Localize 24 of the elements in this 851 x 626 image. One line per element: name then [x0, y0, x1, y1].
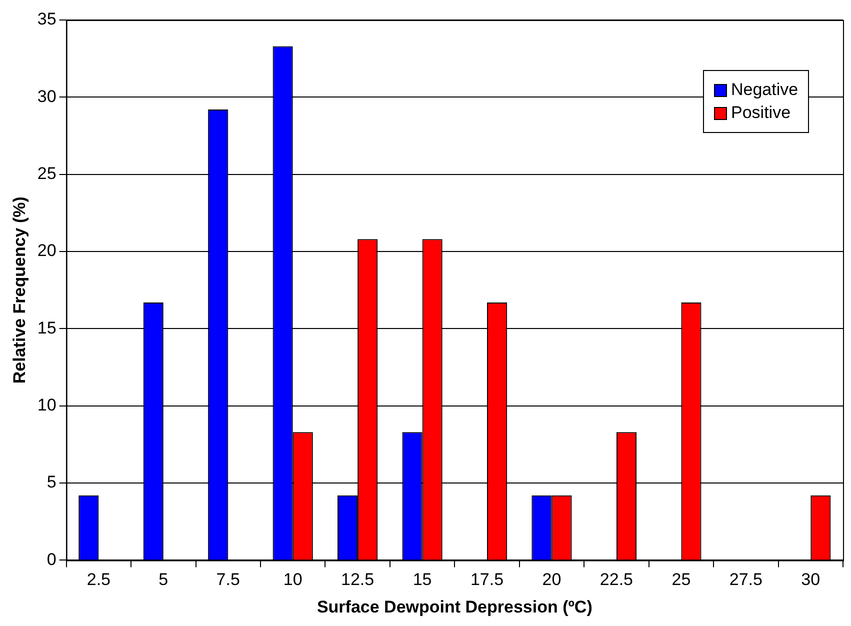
x-axis-title: Surface Dewpoint Depression (ºC) — [316, 597, 592, 616]
x-tick-label: 12.5 — [341, 570, 374, 590]
y-tick-label: 0 — [46, 550, 56, 569]
x-tick-label: 10 — [283, 570, 302, 590]
y-tick-label: 10 — [37, 396, 56, 415]
y-tick-label: 35 — [37, 10, 56, 29]
x-tick-label: 17.5 — [470, 570, 504, 590]
x-tick-label: 7.5 — [216, 570, 240, 590]
y-tick-label: 15 — [37, 318, 56, 338]
x-tick-label: 25 — [672, 570, 691, 590]
y-tick-label: 5 — [46, 472, 56, 492]
y-tick-label: 20 — [37, 241, 56, 260]
x-tick-label: 30 — [801, 570, 820, 590]
legend-label: Negative — [731, 80, 798, 100]
x-tick-label: 22.5 — [600, 570, 634, 590]
x-tick-label: 2.5 — [86, 570, 110, 590]
x-tick-label: 5 — [158, 570, 168, 590]
y-tick-label: 25 — [37, 164, 56, 184]
x-tick-label: 27.5 — [729, 570, 762, 590]
x-tick-label: 15 — [412, 570, 432, 590]
x-tick-label: 20 — [542, 570, 562, 590]
y-axis-title: Relative Frequency (%) — [10, 196, 29, 384]
legend-label: Positive — [731, 103, 791, 123]
y-tick-label: 30 — [37, 86, 56, 106]
